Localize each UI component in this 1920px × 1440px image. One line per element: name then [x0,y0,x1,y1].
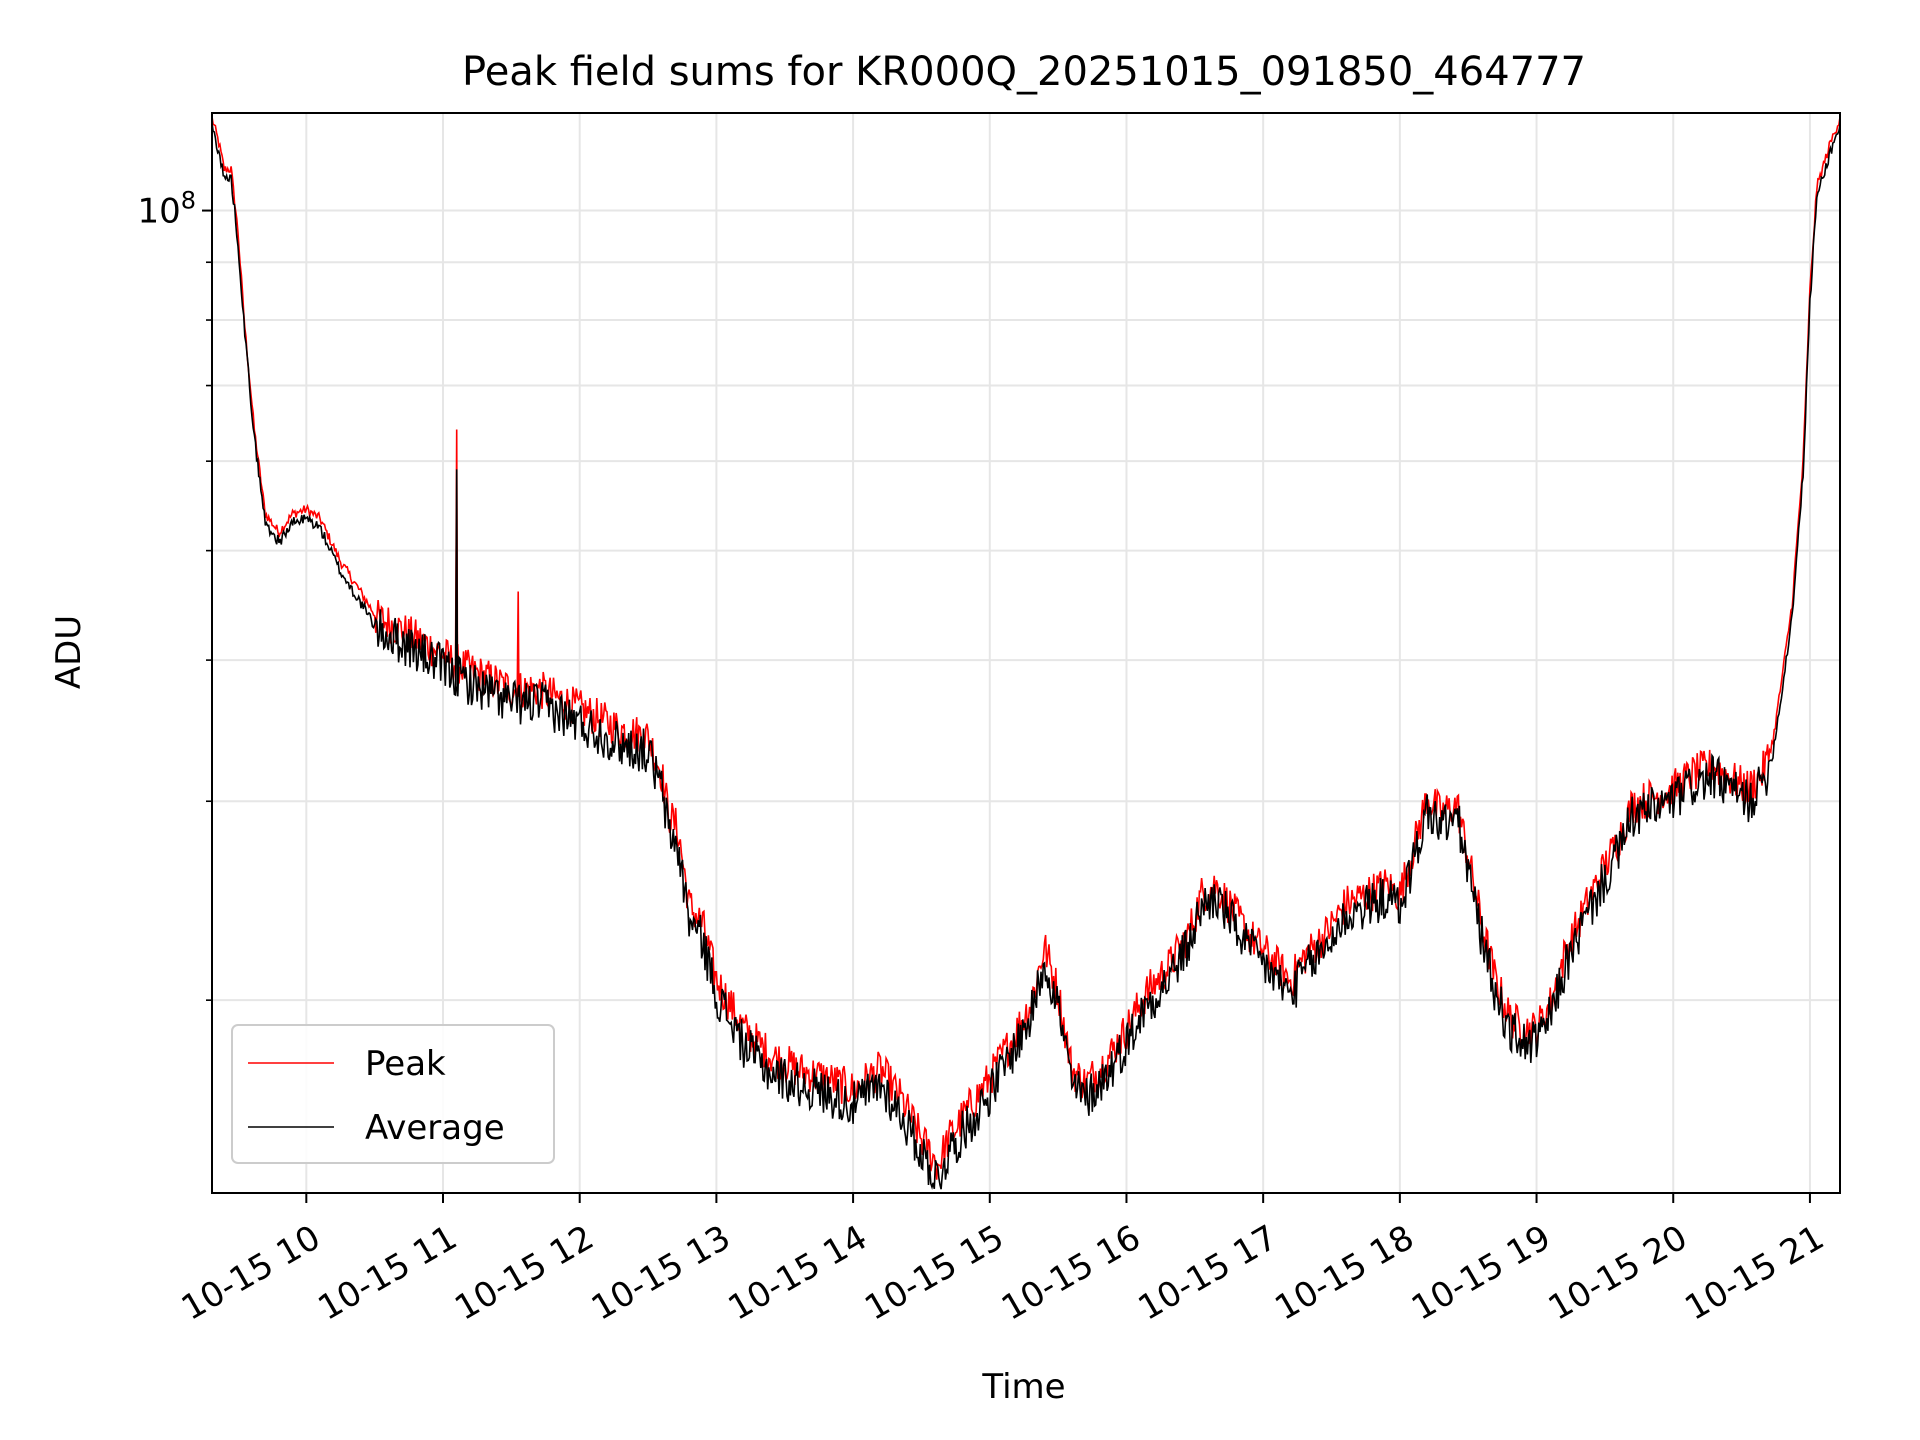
legend: Peak Average [231,1024,555,1164]
plot-area [211,116,1841,1190]
legend-label-average: Average [365,1108,505,1148]
chart-title: Peak field sums for KR000Q_20251015_0918… [462,49,1586,95]
y-tick-label: 108 [137,187,196,232]
legend-label-peak: Peak [365,1044,446,1084]
legend-box [231,1024,555,1164]
plot-frame [211,112,1841,1194]
x-axis-label: Time [981,1367,1065,1407]
series-line-average [211,122,1841,1190]
y-axis-label: ADU [49,615,89,689]
